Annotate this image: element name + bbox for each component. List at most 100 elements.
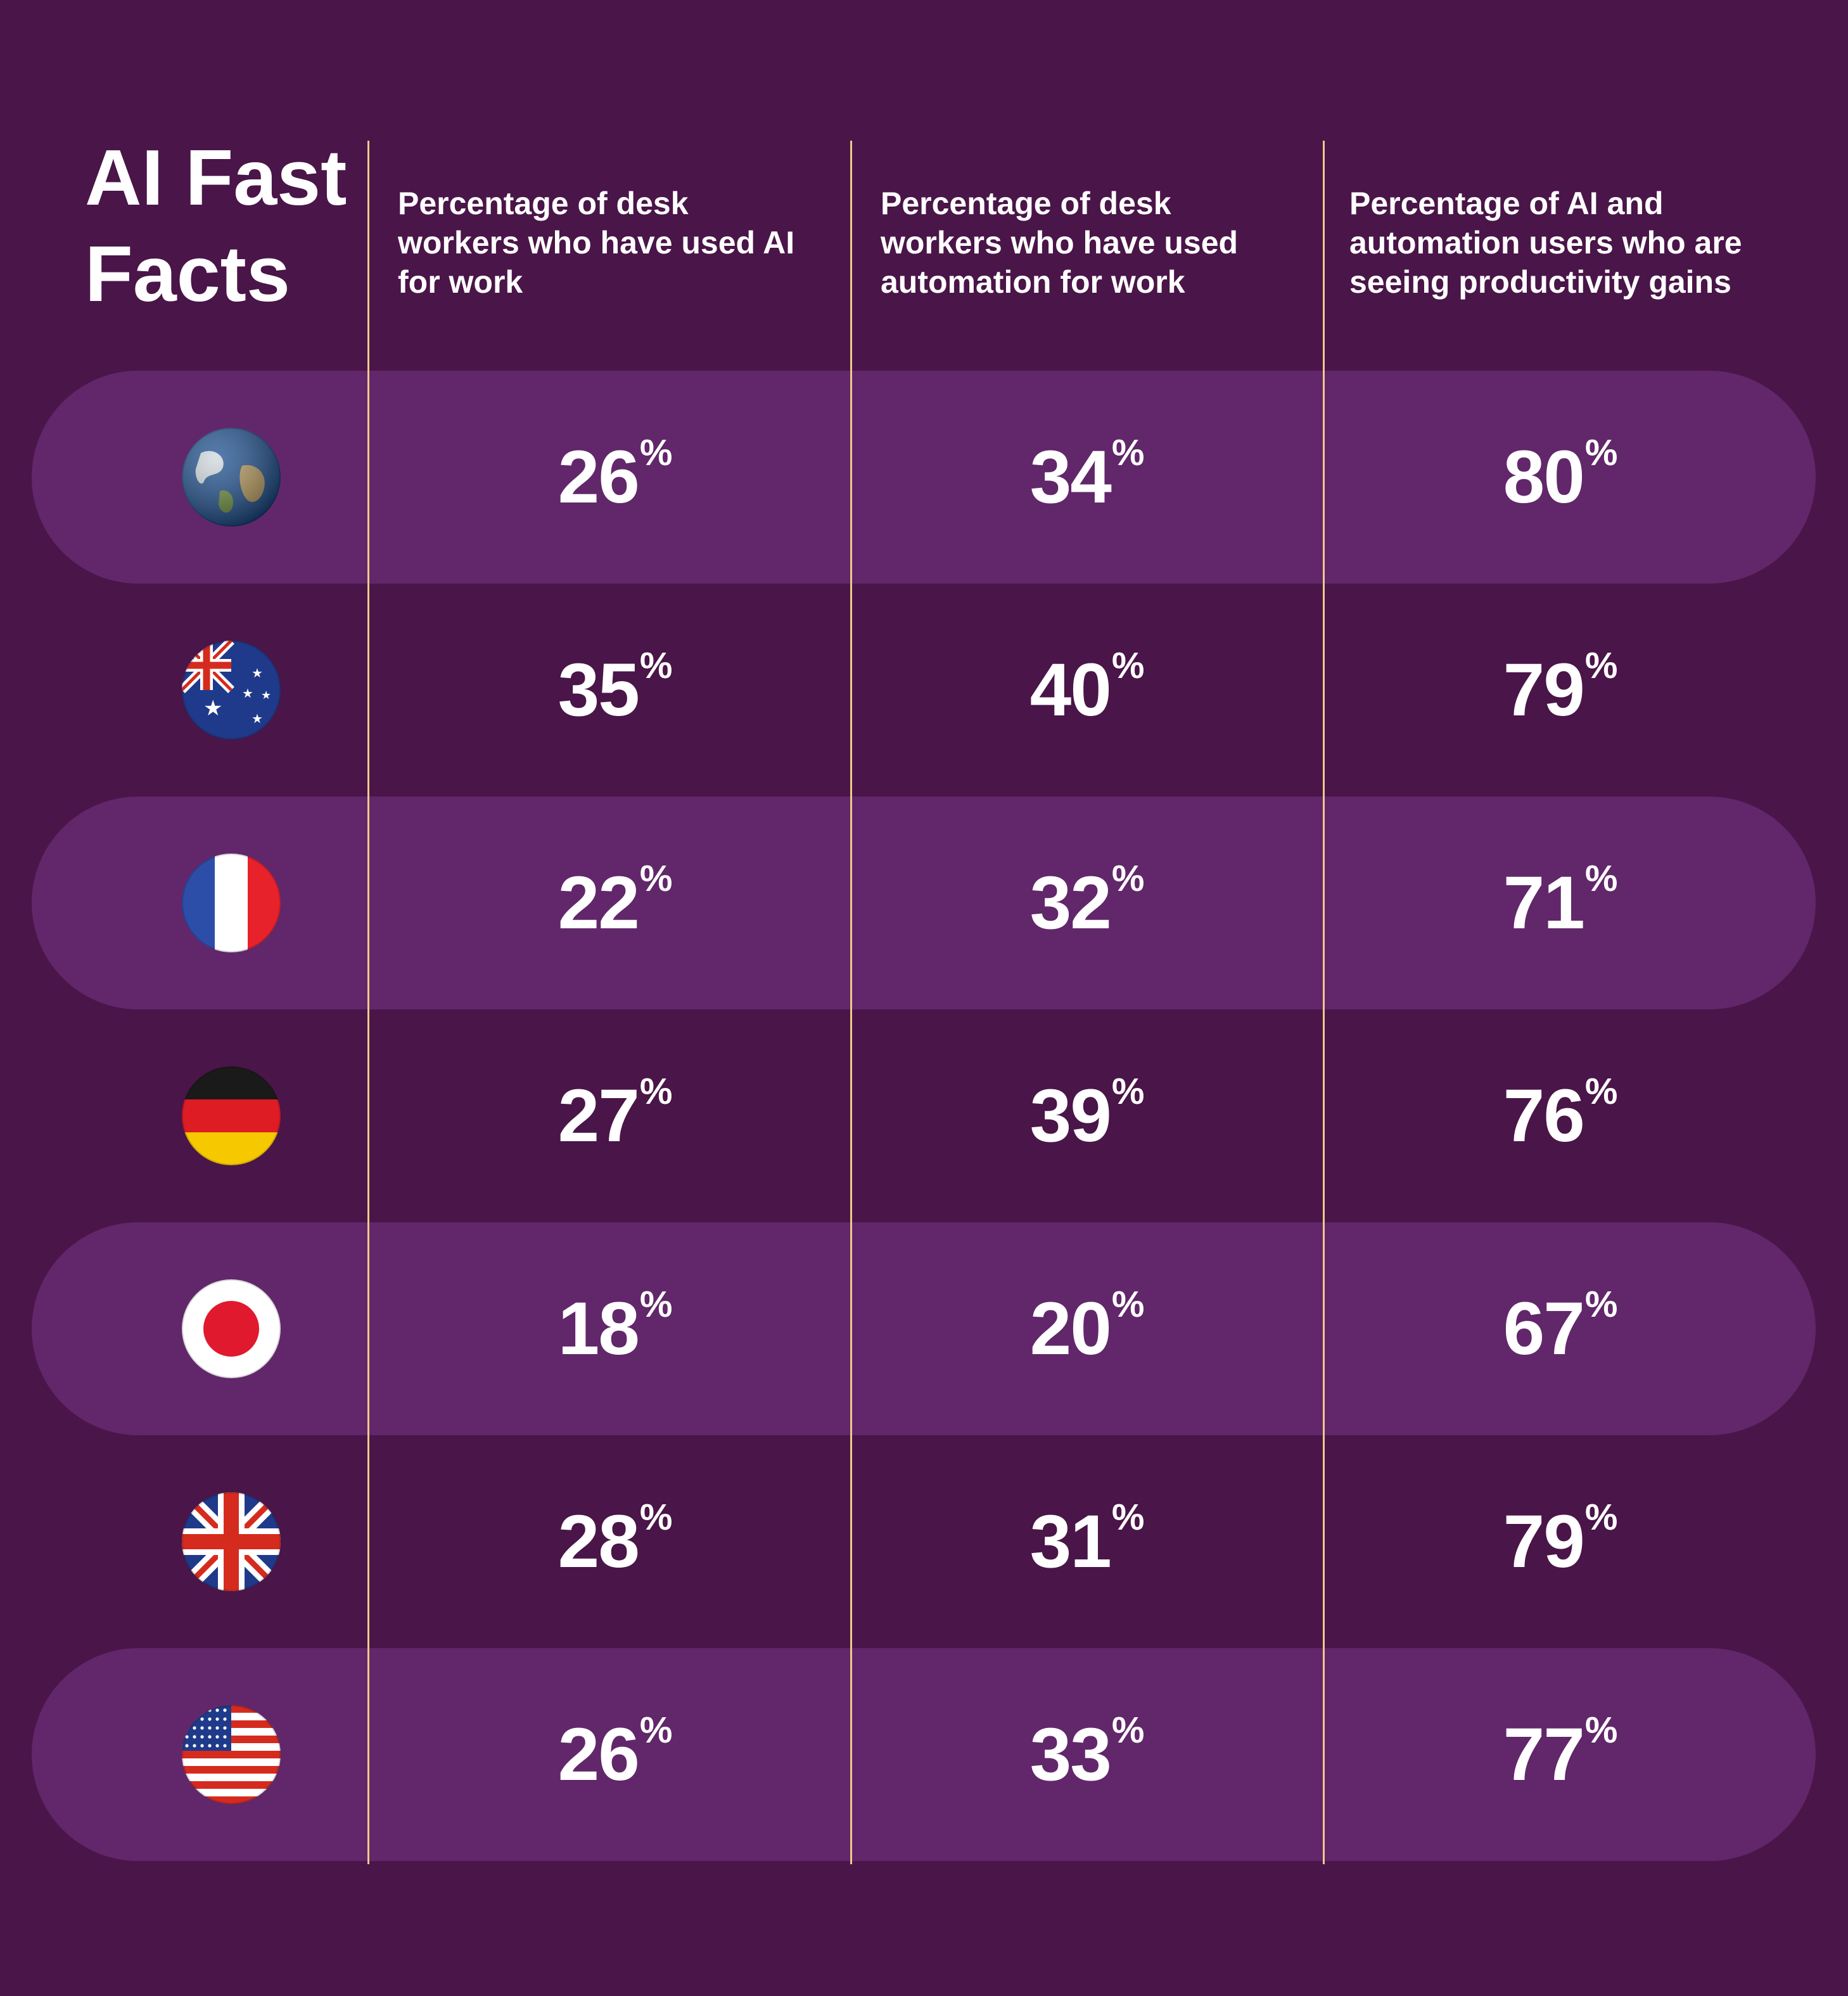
table-cell: 40% [928, 584, 1245, 796]
row-band [32, 1648, 1816, 1861]
row-band [32, 796, 1816, 1009]
value-number: 40 [1029, 648, 1112, 732]
data-label: 35% [558, 648, 673, 732]
data-label: 40% [1029, 648, 1145, 732]
svg-text:★: ★ [252, 711, 263, 726]
table-cell: 35% [456, 584, 773, 796]
title-line-1: AI Fast [85, 134, 347, 222]
value-number: 34 [1029, 435, 1112, 519]
table-cell: 67% [1401, 1222, 1718, 1435]
column-divider [1323, 141, 1325, 1864]
data-label: 26% [558, 1712, 673, 1796]
data-label: 79% [1503, 1499, 1618, 1580]
data-label: 80% [1503, 435, 1618, 519]
data-label: 77% [1503, 1712, 1618, 1796]
value-number: 33 [1029, 1713, 1112, 1796]
data-label: 67% [1503, 1286, 1618, 1371]
germany-flag-icon [182, 1066, 281, 1165]
svg-text:★: ★ [203, 696, 222, 721]
data-label: 34% [1029, 435, 1145, 519]
data-label: 22% [558, 860, 673, 941]
table-cell: 22% [456, 796, 773, 1009]
table-cell: 18% [456, 1222, 773, 1435]
value-number: 26 [558, 435, 640, 519]
value-number: 77 [1503, 1713, 1585, 1796]
table-cell: 79% [1401, 584, 1718, 796]
data-label: 71% [1503, 860, 1618, 941]
data-label: 39% [1029, 1073, 1145, 1158]
value-number: 31 [1029, 1500, 1112, 1583]
table-cell: 20% [928, 1222, 1245, 1435]
data-label: 26% [558, 435, 673, 519]
value-number: 28 [558, 1500, 640, 1583]
data-label: 18% [558, 1286, 673, 1371]
value-number: 18 [558, 1287, 640, 1371]
percent-sign: % [1111, 432, 1145, 473]
usa-flag-icon [182, 1705, 281, 1804]
value-number: 27 [558, 1074, 640, 1158]
percent-sign: % [1111, 1071, 1145, 1112]
table-cell: 71% [1401, 796, 1718, 1009]
australia-flag-icon: ★ ★ ★ ★ ★ [182, 641, 281, 739]
column-header-automation-use: Percentage of desk workers who have used… [881, 186, 1239, 300]
value-number: 80 [1503, 435, 1585, 519]
data-label: 76% [1503, 1073, 1618, 1158]
percent-sign: % [1111, 645, 1145, 686]
table-cell: 80% [1401, 371, 1718, 584]
percent-sign: % [639, 858, 673, 899]
value-number: 35 [558, 648, 640, 732]
percent-sign: % [639, 1284, 673, 1325]
value-number: 79 [1503, 648, 1585, 732]
percent-sign: % [639, 432, 673, 473]
data-label: 28% [558, 1499, 673, 1583]
percent-sign: % [1111, 1497, 1145, 1538]
table-cell: 33% [928, 1648, 1245, 1861]
value-number: 39 [1029, 1074, 1112, 1158]
table-cell: 79% [1401, 1435, 1718, 1648]
value-number: 20 [1029, 1287, 1112, 1371]
column-divider [850, 141, 852, 1864]
value-number: 76 [1503, 1074, 1585, 1158]
svg-text:★: ★ [261, 689, 271, 702]
value-number: 32 [1029, 861, 1112, 945]
globe-icon [182, 428, 281, 527]
row-band [32, 371, 1816, 584]
column-header-ai-use: Percentage of desk workers who have used… [398, 186, 795, 300]
table-cell: 76% [1401, 1009, 1718, 1222]
table-cell: 34% [928, 371, 1245, 584]
title-line-2: Facts [85, 231, 290, 318]
data-label: 79% [1503, 648, 1618, 732]
svg-text:★: ★ [242, 686, 253, 701]
data-label: 33% [1029, 1712, 1145, 1796]
page-title: AI Fast Facts [85, 130, 364, 323]
percent-sign: % [639, 645, 673, 686]
data-label: 32% [1029, 860, 1145, 945]
column-header-productivity-gains: Percentage of AI and automation users wh… [1349, 186, 1742, 300]
percent-sign: % [1584, 645, 1618, 686]
percent-sign: % [1584, 1284, 1618, 1325]
table-cell: 26% [456, 1648, 773, 1861]
percent-sign: % [1584, 1071, 1618, 1112]
percent-sign: % [1584, 432, 1618, 473]
value-number: 26 [558, 1713, 640, 1796]
row-band [32, 1222, 1816, 1435]
value-number: 67 [1503, 1287, 1585, 1371]
table-cell: 32% [928, 796, 1245, 1009]
percent-sign: % [1584, 858, 1618, 899]
column-divider [367, 141, 369, 1864]
percent-sign: % [1111, 1710, 1145, 1751]
france-flag-icon [182, 854, 281, 952]
uk-flag-icon [182, 1492, 281, 1591]
percent-sign: % [1111, 858, 1145, 899]
table-cell: 28% [456, 1435, 773, 1648]
table-cell: 39% [928, 1009, 1245, 1222]
table-cell: 26% [456, 371, 773, 584]
percent-sign: % [1111, 1284, 1145, 1325]
data-label: 20% [1029, 1286, 1145, 1371]
data-label: 27% [558, 1073, 673, 1158]
table-cell: 77% [1401, 1648, 1718, 1861]
svg-text:★: ★ [252, 665, 263, 681]
japan-flag-icon [182, 1279, 281, 1378]
percent-sign: % [639, 1071, 673, 1112]
